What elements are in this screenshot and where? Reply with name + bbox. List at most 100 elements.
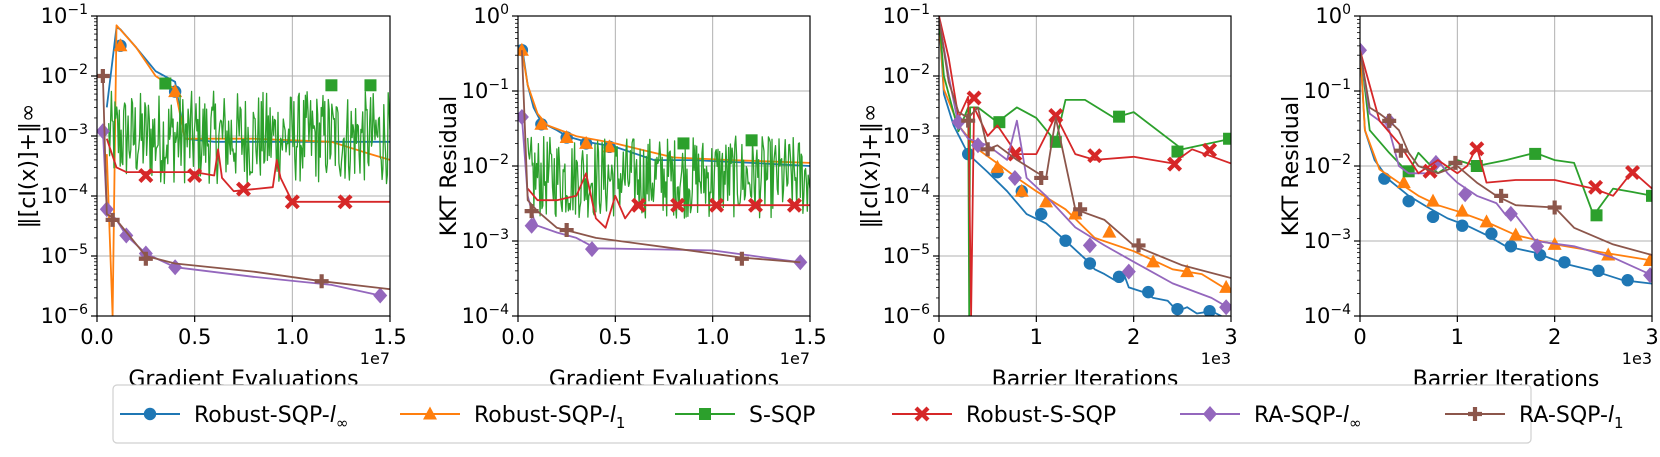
data-point (579, 135, 594, 149)
legend-label-subscript: 1 (1614, 414, 1624, 432)
y-tick-label-base: 10 (41, 64, 68, 88)
y-tick-label: 10−2 (462, 152, 509, 178)
series-s-sqp (527, 134, 810, 219)
data-point (1470, 160, 1483, 172)
data-point (1171, 302, 1184, 316)
data-point (602, 139, 617, 153)
data-point (1073, 202, 1088, 217)
y-tick-label: 10−5 (883, 242, 930, 268)
legend-label: RA-SQP-l∞ (1254, 403, 1362, 432)
data-point (1014, 183, 1029, 197)
y-tick-label-exponent: −2 (1330, 152, 1351, 168)
x-offset-label: 1e3 (1622, 349, 1652, 368)
chart-panel-2: 0.0 0.5 1.0 1.510−410−310−210−11001e7Gradie… (437, 2, 827, 392)
data-point (1508, 227, 1523, 241)
data-point (97, 123, 110, 140)
data-point (1643, 252, 1652, 266)
series-robust-s-sqp (939, 16, 1231, 316)
legend-marker (914, 406, 930, 422)
y-tick-label-exponent: 0 (1342, 2, 1351, 18)
y-tick-label-exponent: 0 (500, 2, 509, 18)
data-point (97, 69, 110, 83)
data-point (1503, 205, 1518, 222)
y-tick-label-exponent: −3 (909, 122, 930, 138)
legend-marker (1468, 407, 1482, 421)
data-point (670, 197, 686, 213)
data-point (631, 197, 647, 213)
y-tick-label-exponent: −6 (67, 302, 88, 318)
y-tick-label: 10−2 (883, 62, 930, 88)
y-tick-label: 10−4 (1304, 302, 1351, 328)
y-tick-label-base: 10 (883, 184, 910, 208)
data-point (1048, 107, 1064, 123)
data-point (1382, 113, 1397, 128)
data-point (1448, 155, 1463, 170)
data-point (1643, 267, 1652, 284)
data-point (1007, 146, 1023, 162)
series-line (1360, 50, 1652, 256)
data-point (1530, 238, 1545, 255)
series-line (521, 50, 801, 264)
data-point (1458, 186, 1473, 203)
series-ra-sqp-l1 (521, 50, 801, 266)
legend-marker (423, 406, 437, 420)
data-point (1621, 274, 1634, 287)
plot-area (518, 42, 810, 271)
series-s-sqp (108, 77, 390, 185)
data-point (1494, 188, 1509, 203)
y-tick-label: 10−5 (41, 242, 88, 268)
y-tick-label-exponent: −4 (488, 302, 509, 318)
legend-label-subscript: ∞ (1349, 414, 1362, 432)
y-tick-label-exponent: −1 (1330, 77, 1351, 93)
legend-label: Robust-SQP-l∞ (194, 403, 348, 432)
y-tick-label-exponent: −1 (67, 2, 88, 18)
data-point (113, 38, 128, 52)
y-tick-label: 10−3 (41, 122, 88, 148)
data-point (1219, 299, 1231, 316)
data-point (1102, 224, 1117, 238)
data-point (734, 251, 749, 266)
y-tick-label-exponent: −5 (909, 242, 930, 258)
data-point (1592, 264, 1605, 278)
x-tick-label: 3 (1645, 325, 1658, 349)
y-tick-label-base: 10 (883, 244, 910, 268)
legend-frame (112, 384, 1532, 444)
x-tick-label: 2 (1548, 325, 1561, 349)
data-point (168, 84, 183, 98)
series-line (939, 18, 1231, 310)
data-point (1082, 237, 1097, 254)
data-point (1402, 165, 1415, 178)
y-tick-label: 10−3 (1304, 227, 1351, 253)
data-point (1034, 170, 1049, 185)
y-tick-label-exponent: −4 (909, 182, 930, 198)
legend-label-main: RA-SQP- (1254, 403, 1343, 428)
y-tick-label: 10−6 (883, 302, 930, 328)
legend-marker (1203, 406, 1217, 422)
data-point (786, 197, 802, 213)
data-point (951, 114, 966, 131)
legend-entry: Robust-S-SQP (892, 403, 1116, 428)
data-point (1426, 210, 1440, 224)
data-point (1625, 164, 1641, 180)
legend-entry: S-SQP (675, 403, 815, 428)
data-point (314, 274, 329, 289)
series-ra-sqp-l1 (939, 18, 1231, 279)
y-tick-label: 10−4 (462, 302, 509, 328)
x-tick-label: 1.0 (276, 325, 309, 349)
y-tick-label-base: 10 (41, 244, 68, 268)
y-tick-label-base: 10 (462, 79, 489, 103)
series-robust-sqp-l- (518, 43, 810, 167)
data-point (1142, 285, 1155, 299)
y-tick-label: 10−3 (883, 122, 930, 148)
axes-frame (96, 15, 391, 317)
y-tick-label: 10−6 (41, 302, 88, 328)
x-tick-label: 1 (1030, 325, 1043, 349)
x-tick-label: 1.5 (793, 325, 826, 349)
data-point (990, 159, 1005, 173)
data-point (105, 212, 120, 227)
data-point (364, 79, 377, 92)
data-point (745, 134, 758, 147)
